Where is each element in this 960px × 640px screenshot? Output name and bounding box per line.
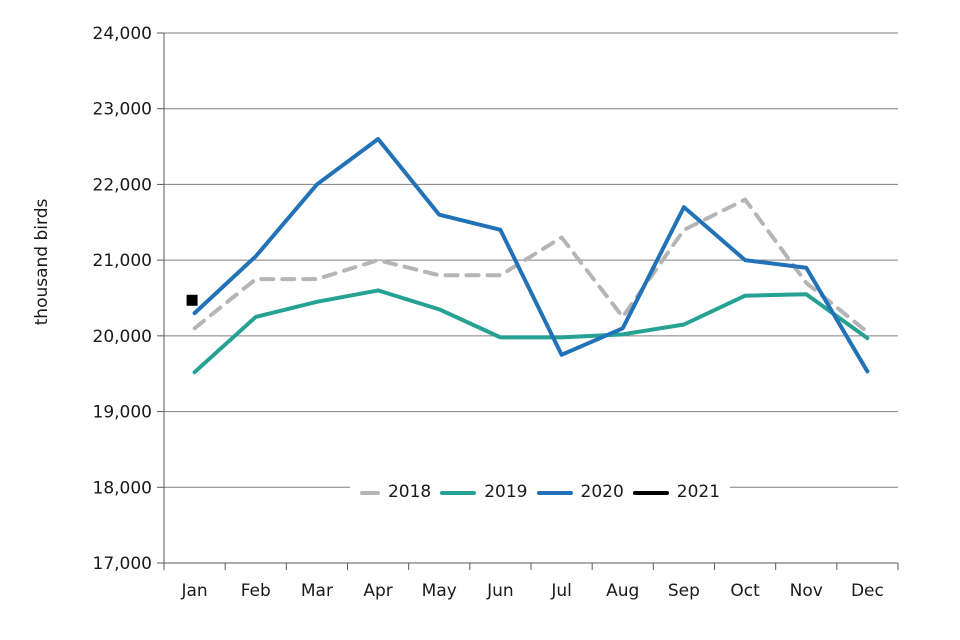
legend-swatch-2020 — [536, 490, 573, 495]
legend-item-2018: 2018 — [359, 482, 432, 502]
legend-swatch-2019 — [440, 490, 477, 495]
y-tick-label: 17,000 — [93, 554, 152, 574]
legend-swatch-2021 — [632, 490, 669, 495]
y-tick-label: 20,000 — [93, 327, 152, 347]
y-tick-label: 24,000 — [93, 24, 152, 44]
legend-item-2021: 2021 — [632, 482, 721, 502]
x-tick-label: Nov — [790, 581, 823, 601]
x-tick-label: Jul — [550, 581, 572, 601]
x-tick-label: Jun — [486, 581, 514, 601]
y-tick-label: 21,000 — [93, 251, 152, 271]
y-tick-label: 18,000 — [93, 478, 152, 498]
x-tick-label: Jan — [180, 581, 207, 601]
series-marker-2021 — [186, 294, 198, 306]
legend-label-2018: 2018 — [387, 482, 432, 502]
x-tick-label: Aug — [606, 581, 639, 601]
series-line-2018 — [192, 197, 870, 335]
series-line-2020 — [192, 137, 870, 374]
y-tick-label: 19,000 — [93, 403, 152, 423]
y-axis-title: thousand birds — [32, 198, 52, 326]
legend-label-2021: 2021 — [676, 482, 721, 502]
y-tick-label: 22,000 — [93, 175, 152, 195]
x-tick-label: Oct — [730, 581, 760, 601]
legend-label-2020: 2020 — [580, 482, 624, 502]
legend-label-2019: 2019 — [484, 482, 528, 502]
series-line-2019 — [192, 288, 870, 375]
x-tick-label: Apr — [363, 581, 392, 601]
x-tick-label: May — [422, 581, 457, 601]
x-tick-label: Dec — [851, 581, 884, 601]
x-tick-label: Mar — [301, 581, 333, 601]
legend-item-2020: 2020 — [536, 482, 624, 502]
x-tick-label: Sep — [668, 581, 700, 601]
legend: 2018 2019 2020 2021 — [349, 481, 731, 504]
y-tick-label: 23,000 — [93, 100, 152, 120]
legend-item-2019: 2019 — [440, 482, 528, 502]
x-tick-label: Feb — [241, 581, 271, 601]
legend-swatch-2018 — [359, 490, 380, 495]
